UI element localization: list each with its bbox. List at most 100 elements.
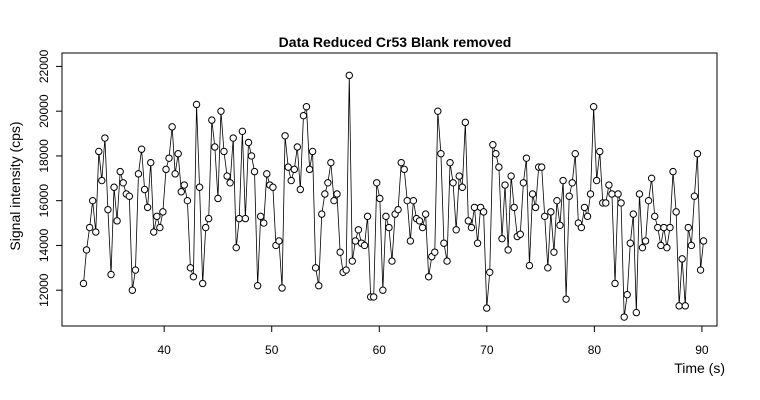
data-point xyxy=(415,217,424,225)
data-point xyxy=(486,268,494,276)
data-point xyxy=(528,190,537,198)
data-point xyxy=(131,266,140,274)
data-point xyxy=(544,264,552,272)
data-point xyxy=(302,103,311,111)
data-point xyxy=(605,181,613,189)
data-point xyxy=(244,138,253,147)
data-point xyxy=(208,116,216,124)
data-point xyxy=(446,158,454,167)
data-point xyxy=(635,190,644,198)
data-point xyxy=(134,170,143,178)
data-point xyxy=(226,179,234,187)
data-point xyxy=(140,185,149,194)
data-point xyxy=(638,243,647,252)
data-point xyxy=(431,248,439,256)
data-point xyxy=(290,165,299,174)
data-point xyxy=(229,134,237,142)
data-point xyxy=(418,223,427,232)
data-point xyxy=(223,172,231,180)
data-point xyxy=(510,203,518,212)
data-point xyxy=(687,241,696,250)
data-point xyxy=(299,111,308,120)
data-point xyxy=(626,239,635,247)
data-point xyxy=(623,290,631,299)
data-point xyxy=(189,273,198,281)
data-point xyxy=(458,183,467,191)
data-point xyxy=(247,152,256,160)
data-point xyxy=(672,208,680,216)
data-point xyxy=(382,212,390,221)
data-point xyxy=(351,237,360,245)
data-point xyxy=(238,127,247,136)
data-point xyxy=(235,214,243,223)
data-point xyxy=(192,100,201,109)
data-point xyxy=(171,170,179,178)
data-point xyxy=(287,176,295,185)
data-point xyxy=(434,107,442,115)
data-point xyxy=(467,223,476,232)
data-point xyxy=(284,163,292,171)
data-point xyxy=(443,257,451,265)
data-point xyxy=(119,179,127,187)
data-point xyxy=(354,226,363,234)
chart-title: Data Reduced Cr53 Blank removed xyxy=(279,34,512,50)
data-point xyxy=(321,190,329,198)
data-point xyxy=(195,183,204,191)
x-tick-label: 40 xyxy=(157,343,171,357)
data-point xyxy=(675,302,683,310)
data-point xyxy=(360,241,369,250)
data-point xyxy=(308,147,317,156)
data-point xyxy=(315,282,323,290)
data-point xyxy=(143,203,152,212)
data-point xyxy=(540,212,549,221)
data-point xyxy=(183,196,192,205)
data-point xyxy=(666,223,674,232)
data-point xyxy=(79,279,88,288)
data-point xyxy=(565,192,573,200)
data-point xyxy=(586,190,595,198)
data-point xyxy=(205,214,213,223)
data-point xyxy=(198,279,207,288)
y-tick-label: 20000 xyxy=(37,94,51,128)
y-axis-label: Signal intensity (cps) xyxy=(7,121,23,250)
data-point xyxy=(406,237,415,245)
data-point xyxy=(647,174,656,183)
data-point xyxy=(620,313,628,321)
data-point xyxy=(479,208,488,216)
data-point xyxy=(241,214,250,223)
x-tick-label: 80 xyxy=(588,343,602,357)
data-point xyxy=(495,163,503,171)
data-point xyxy=(571,149,579,158)
data-point xyxy=(348,257,356,265)
data-point xyxy=(153,212,161,221)
data-point xyxy=(305,165,314,174)
data-point xyxy=(217,107,225,115)
data-point xyxy=(568,179,576,187)
data-point xyxy=(376,194,384,203)
data-point xyxy=(455,172,463,180)
data-point xyxy=(654,223,662,232)
data-point xyxy=(641,237,650,245)
data-point xyxy=(608,190,616,198)
data-point xyxy=(525,261,534,270)
data-point xyxy=(232,243,240,252)
data-point xyxy=(504,246,512,254)
data-point xyxy=(88,196,97,205)
data-point xyxy=(409,196,418,205)
data-point xyxy=(678,255,686,263)
x-axis-label: Time (s) xyxy=(674,360,725,376)
data-point xyxy=(559,176,567,185)
data-point xyxy=(440,239,448,247)
data-point xyxy=(186,264,195,272)
data-point xyxy=(385,223,393,232)
data-point xyxy=(696,266,705,274)
data-point xyxy=(220,147,228,156)
data-point xyxy=(269,183,277,191)
data-point xyxy=(516,230,524,238)
data-point xyxy=(116,167,124,176)
data-point xyxy=(547,208,555,216)
data-point xyxy=(137,145,146,153)
data-point xyxy=(562,295,570,303)
data-point xyxy=(681,302,689,310)
